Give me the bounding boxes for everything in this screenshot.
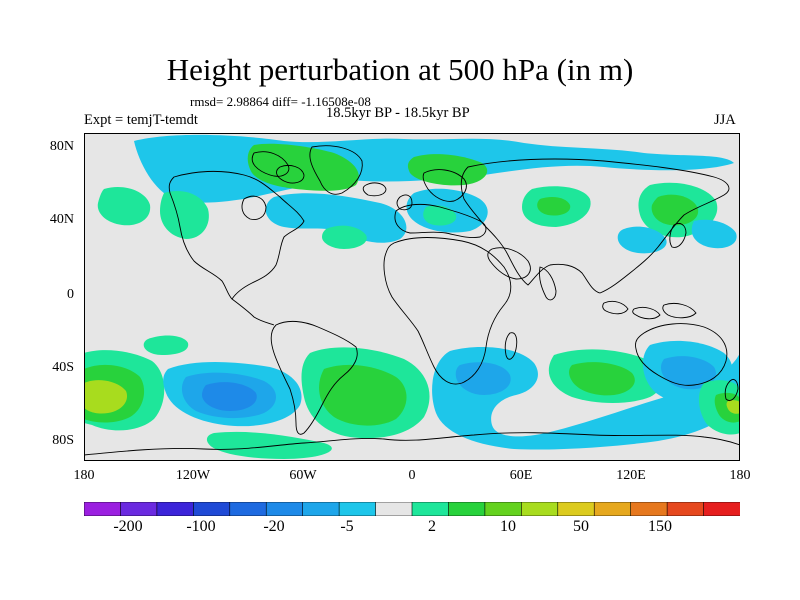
lat-label-eq: 0 — [67, 287, 74, 302]
coastline-africa — [383, 237, 512, 385]
contour-atlantic-negative — [265, 193, 407, 243]
contour-indian-positive-core — [569, 362, 635, 396]
colorbar-swatch — [593, 502, 632, 516]
colorbar-swatch — [84, 502, 122, 516]
lon-label-180w: 180 — [73, 468, 95, 483]
lon-label-120e: 120E — [616, 468, 646, 483]
contour-indian-mid — [455, 362, 511, 395]
colorbar — [84, 502, 740, 516]
coastlines — [84, 145, 740, 456]
experiment-label: Expt = temjT-temdt — [84, 112, 198, 128]
colorbar-swatch — [703, 502, 740, 516]
colorbar-swatch — [156, 502, 195, 516]
colorbar-swatch — [484, 502, 523, 516]
lon-label-60e: 60E — [509, 468, 533, 483]
coastline-india — [539, 266, 557, 301]
coastline-japan — [669, 222, 687, 248]
lat-label-80n: 80N — [49, 139, 74, 154]
colorbar-swatch — [229, 502, 268, 516]
coastline-antarctica — [84, 432, 740, 456]
colorbar-label-neg100: -100 — [186, 518, 216, 535]
contour-southpacific-strong — [84, 380, 128, 414]
coastline-australia — [635, 323, 728, 386]
colorbar-swatch — [338, 502, 377, 516]
coastline-central-america — [231, 298, 275, 326]
coastline-arctic-islands — [251, 151, 305, 184]
coastline-greenland — [309, 145, 363, 195]
lon-label-180e: 180 — [729, 468, 751, 483]
coastline-arabia — [487, 247, 531, 280]
colorbar-swatch — [411, 502, 450, 516]
colorbar-swatch — [265, 502, 304, 516]
contour-sepacific-core — [202, 382, 257, 411]
coastline-british-isles — [396, 194, 413, 211]
colorbar-label-neg200: -200 — [113, 518, 143, 535]
coastline-scandinavia — [422, 169, 467, 202]
coastline-new-zealand — [724, 378, 739, 401]
lat-label-40s: 40S — [52, 360, 74, 375]
colorbar-label-neg20: -20 — [263, 518, 285, 535]
contour-southatlantic-core — [319, 364, 407, 426]
map-panel — [84, 133, 740, 461]
plot-title: Height perturbation at 500 hPa (in m) — [166, 52, 634, 87]
lon-label-120w: 120W — [175, 468, 211, 483]
contour-europe-positive — [423, 205, 457, 226]
lon-label-60w: 60W — [289, 468, 317, 483]
coastline-hudson-bay — [241, 195, 267, 220]
contour-midatlantic-positive — [322, 225, 367, 249]
contour-australia-mid — [660, 356, 716, 390]
colorbar-swatch — [120, 502, 158, 516]
coastline-europe — [394, 203, 487, 238]
coastline-north-america — [168, 170, 305, 300]
contour-tropical-positive — [143, 335, 189, 355]
time-period-subtitle: 18.5kyr BP - 18.5kyr BP — [326, 105, 470, 121]
rmsd-diff-stats: rmsd= 2.98864 diff= -1.16508e-08 — [190, 94, 371, 109]
coastline-indonesia — [602, 300, 697, 320]
contour-namerica-positive — [160, 190, 209, 239]
contour-asia-positive-core — [537, 197, 571, 216]
contour-northpacific-negative — [691, 219, 737, 249]
contour-japan-negative — [617, 226, 667, 254]
colorbar-swatch — [557, 502, 596, 516]
contour-siberia-positive — [407, 154, 488, 186]
lat-label-80s: 80S — [52, 433, 74, 448]
colorbar-swatch — [193, 502, 231, 516]
coastline-south-america — [270, 320, 358, 435]
contour-tasman-strong — [726, 400, 740, 414]
coastline-asia — [460, 158, 730, 294]
colorbar-label-50: 50 — [573, 518, 589, 535]
lon-label-0: 0 — [408, 468, 416, 483]
lat-label-40n: 40N — [49, 212, 74, 227]
contour-map — [84, 133, 740, 461]
colorbar-swatch — [302, 502, 340, 516]
colorbar-label-150: 150 — [648, 518, 672, 535]
contour-antarctic-positive — [206, 431, 332, 459]
colorbar-swatch — [666, 502, 705, 516]
contour-greenland-positive — [247, 143, 359, 191]
season-label: JJA — [714, 112, 736, 128]
colorbar-swatch — [630, 502, 668, 516]
colorbar-swatch — [448, 502, 486, 516]
contour-indian-negative-band — [432, 347, 740, 450]
contour-pacific-positive — [97, 186, 151, 226]
contour-fills — [84, 134, 740, 459]
colorbar-swatch — [521, 502, 559, 516]
colorbar-label-2: 2 — [428, 518, 436, 535]
map-border — [84, 133, 740, 461]
coastline-madagascar — [504, 332, 518, 360]
coastline-iceland — [362, 182, 387, 197]
contour-nwpacific-core — [651, 194, 699, 226]
colorbar-label-neg5: -5 — [340, 518, 354, 535]
colorbar-swatch — [375, 502, 413, 516]
colorbar-label-10: 10 — [500, 518, 516, 535]
